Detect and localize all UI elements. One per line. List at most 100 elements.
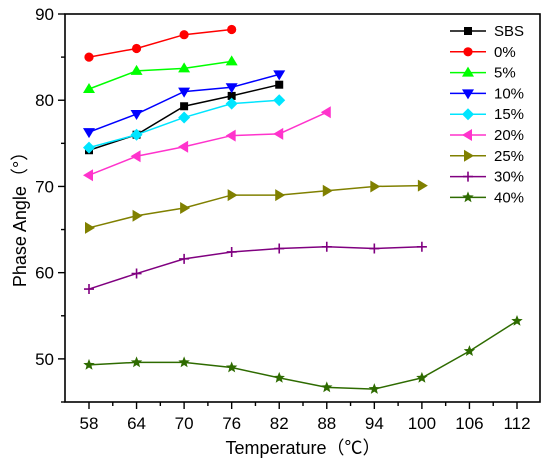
x-tick-label: 100: [408, 414, 436, 433]
legend-label: 5%: [494, 65, 516, 82]
x-tick-label: 70: [175, 414, 194, 433]
data-point: [83, 128, 95, 139]
data-point: [225, 361, 238, 373]
series-line: [88, 320, 518, 390]
legend-entry: 25%: [450, 148, 524, 165]
data-point: [225, 129, 236, 142]
data-point: [369, 243, 380, 254]
data-point: [83, 169, 93, 182]
data-point: [131, 268, 142, 279]
data-point: [416, 371, 428, 383]
series-line: [88, 60, 232, 90]
legend-marker: [462, 89, 474, 100]
legend-entry: 0%: [450, 44, 516, 61]
legend-marker: [462, 129, 472, 141]
data-point: [84, 284, 94, 295]
legend-entry: 5%: [450, 65, 516, 82]
data-point: [368, 383, 381, 394]
legend-marker: [462, 191, 474, 203]
data-point: [322, 184, 333, 197]
legend-marker: [462, 66, 474, 77]
series-20pct: [83, 106, 331, 182]
data-point: [417, 179, 428, 192]
legend-label: 15%: [494, 106, 524, 123]
series-line: [88, 28, 232, 58]
legend: SBS 0% 5% 10% 15% 20% 25% 30% 40%: [450, 23, 524, 206]
x-tick-label: 82: [270, 414, 289, 433]
data-point: [83, 141, 95, 154]
data-point: [178, 87, 191, 98]
series-line: [88, 184, 422, 229]
data-point: [321, 241, 332, 252]
data-point: [132, 209, 143, 222]
y-tick-label: 90: [35, 5, 54, 24]
data-point: [275, 189, 286, 202]
data-point: [511, 314, 523, 326]
data-point: [225, 97, 238, 110]
data-point: [180, 102, 189, 111]
legend-entry: 15%: [450, 106, 524, 123]
data-point: [275, 80, 284, 89]
y-axis-title: Phase Angle（°）: [10, 143, 30, 287]
data-point: [179, 30, 189, 40]
x-tick-label: 88: [317, 414, 336, 433]
y-tick-label: 50: [35, 350, 54, 369]
data-point: [130, 150, 141, 163]
data-point: [463, 345, 476, 356]
legend-marker: [464, 27, 472, 35]
series-line: [88, 246, 422, 290]
data-point: [130, 128, 143, 141]
data-point: [83, 83, 95, 94]
x-axis-title: Temperature（℃）: [225, 438, 380, 458]
data-point: [273, 94, 286, 107]
axes: 50 60 70 80 90 58 64 70 76 82 88 94 100 106 112: [35, 5, 541, 433]
data-point: [130, 356, 143, 368]
legend-label: 30%: [494, 169, 524, 186]
data-point: [178, 62, 191, 73]
data-point: [273, 70, 286, 81]
x-tick-label: 94: [365, 414, 384, 433]
data-point: [85, 221, 95, 234]
legend-marker: [463, 171, 473, 182]
series-line: [88, 111, 328, 176]
series-25pct: [85, 179, 428, 234]
data-point: [225, 55, 238, 66]
x-tick-label: 64: [127, 414, 146, 433]
data-point: [178, 356, 190, 368]
data-point: [416, 241, 427, 252]
data-point: [178, 140, 189, 153]
data-point: [226, 246, 237, 257]
data-point: [131, 43, 142, 54]
data-point: [178, 111, 191, 124]
x-tick-label: 112: [503, 414, 530, 433]
legend-marker: [462, 108, 474, 121]
legend-entry: SBS: [450, 23, 524, 40]
data-point: [227, 91, 236, 100]
series-40pct: [83, 314, 523, 394]
legend-label: 10%: [494, 85, 524, 102]
legend-entry: 10%: [450, 85, 524, 102]
data-point: [225, 83, 238, 94]
legend-label: 40%: [494, 189, 524, 206]
data-point: [274, 243, 285, 254]
y-tick-label: 80: [35, 91, 54, 110]
legend-label: 0%: [494, 44, 516, 61]
legend-label: 20%: [494, 127, 524, 144]
data-point: [370, 180, 381, 193]
legend-marker: [463, 47, 473, 57]
plot-area: [83, 24, 523, 394]
data-point: [130, 64, 143, 75]
y-tick-label: 70: [35, 177, 54, 196]
x-tick-label: 58: [80, 414, 99, 433]
series-15pct: [83, 94, 286, 154]
x-tick-label: 106: [455, 414, 483, 433]
data-point: [180, 202, 191, 214]
data-point: [84, 52, 94, 62]
data-point: [273, 371, 285, 383]
x-tick-label: 76: [222, 414, 241, 433]
data-point: [130, 110, 143, 121]
legend-label: 25%: [494, 148, 524, 165]
series-10pct: [83, 70, 286, 139]
y-tick-label: 60: [35, 264, 54, 283]
